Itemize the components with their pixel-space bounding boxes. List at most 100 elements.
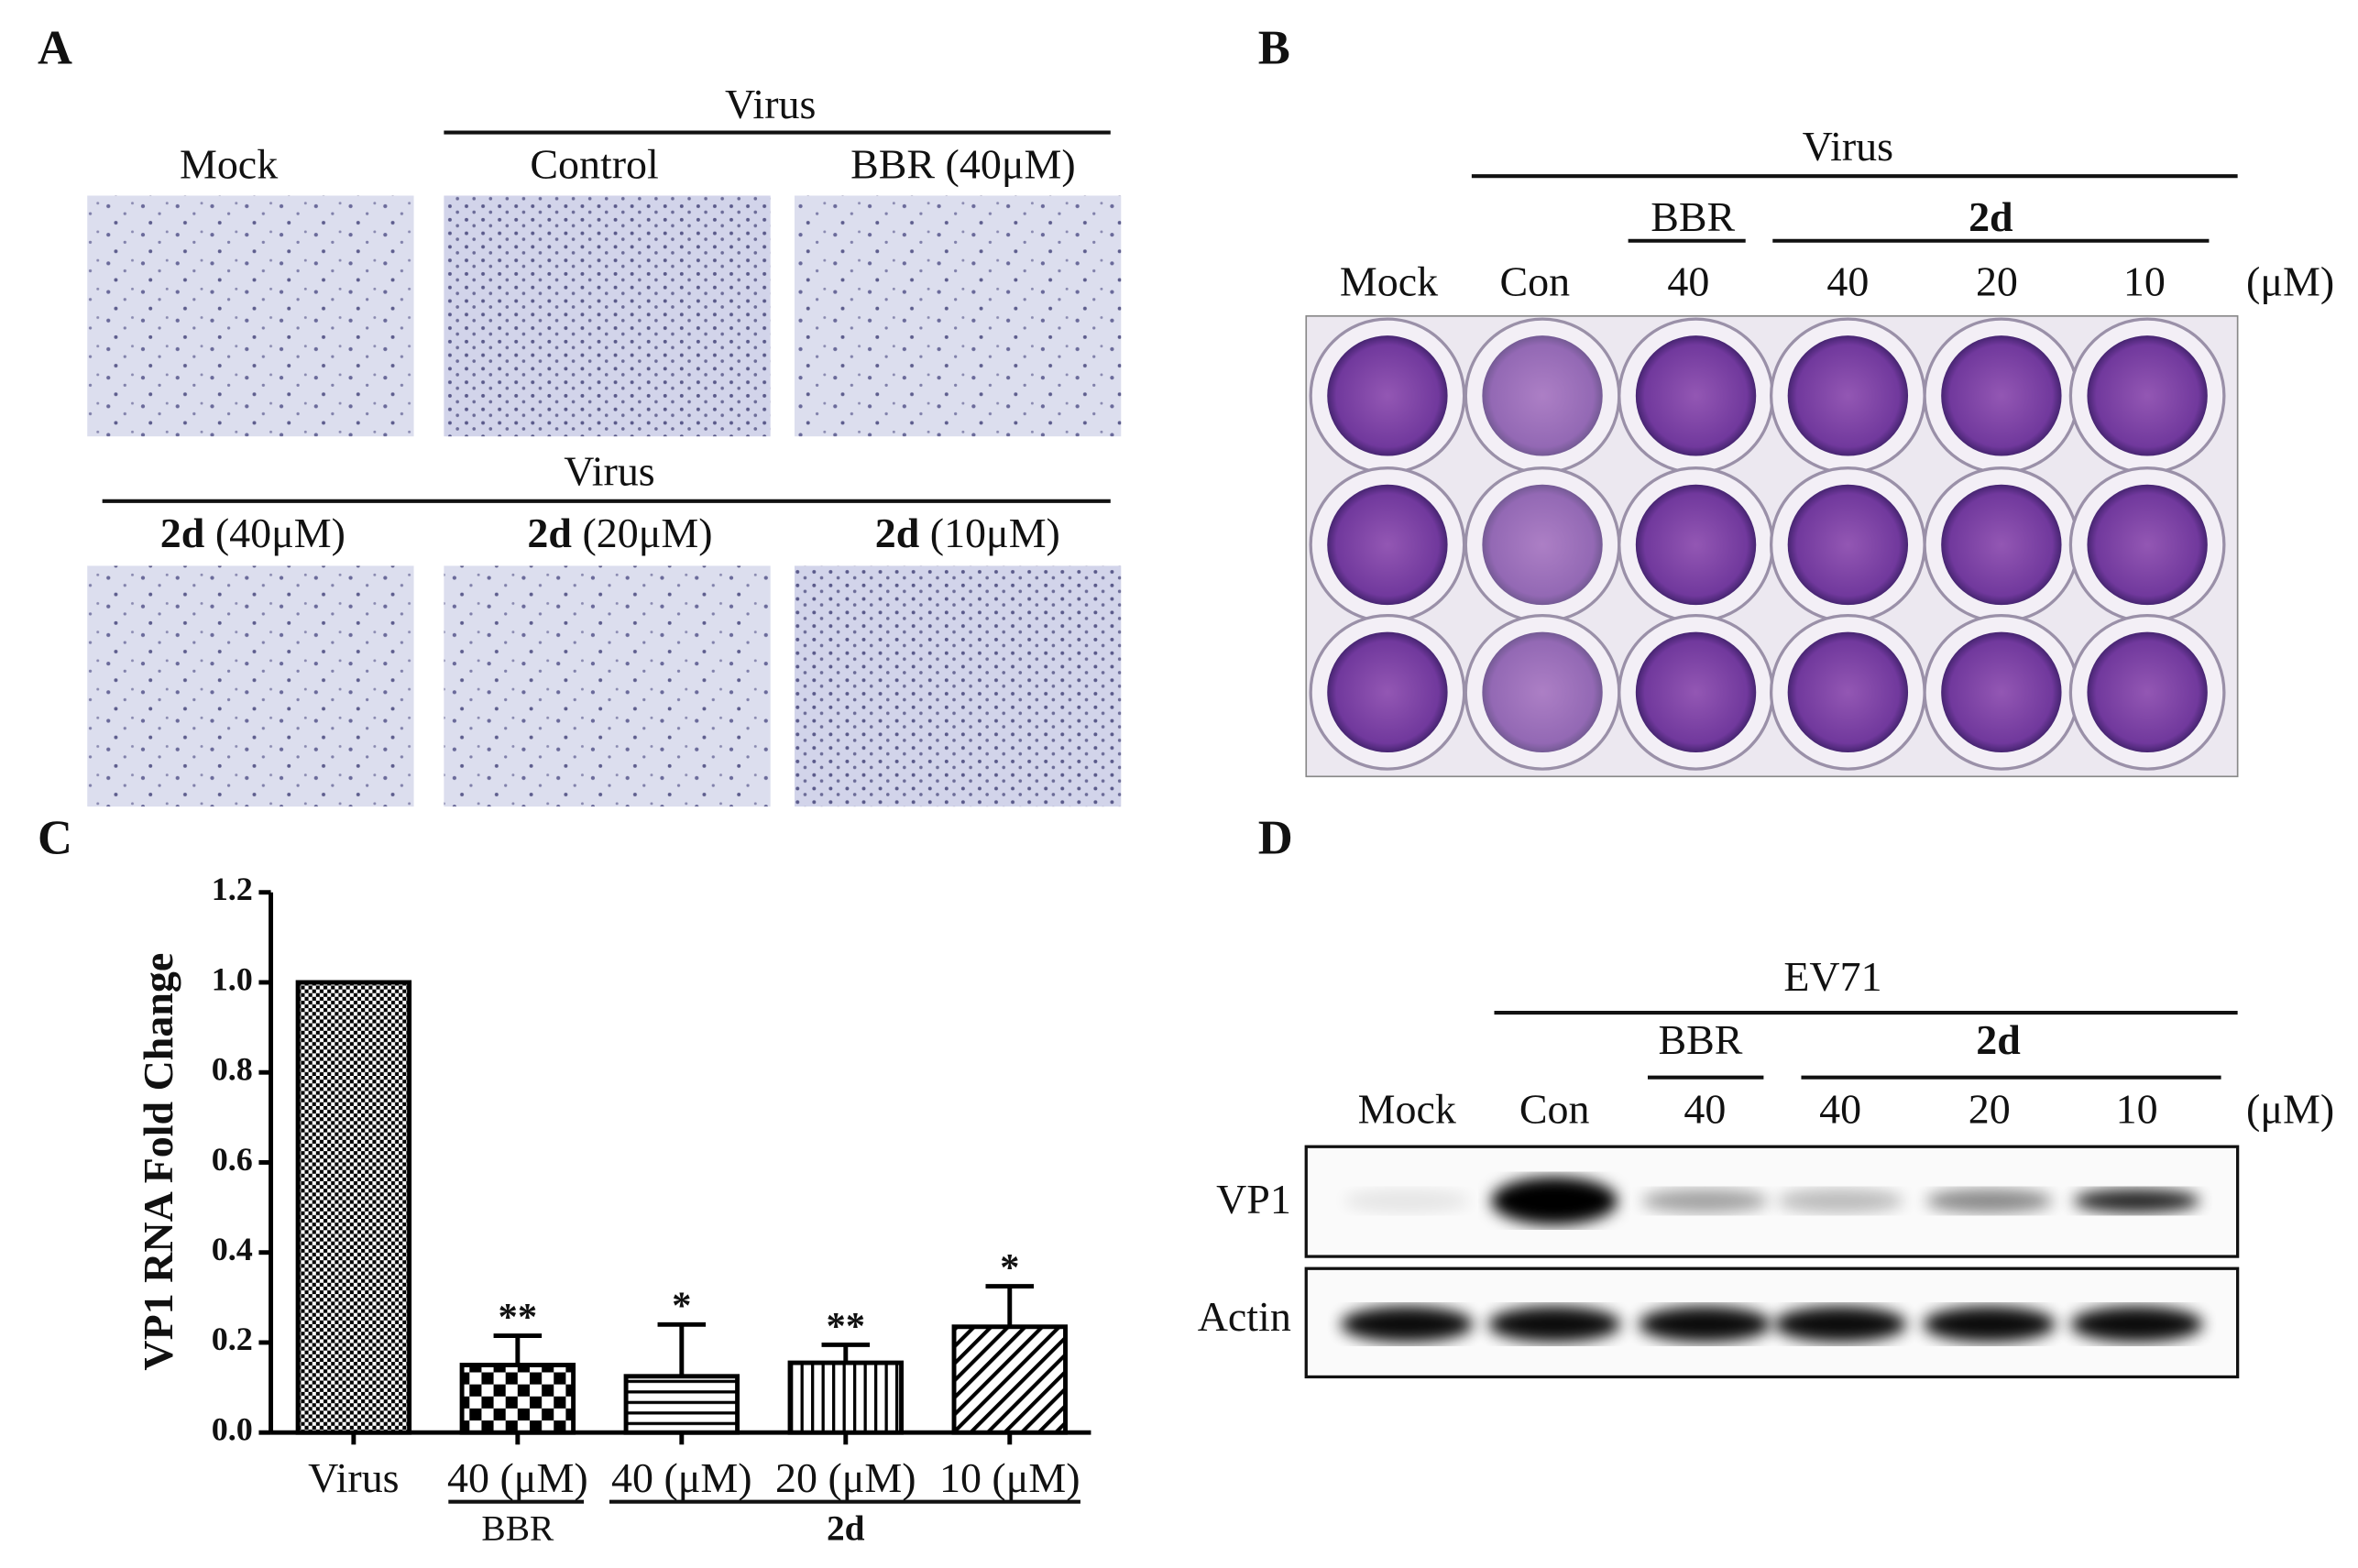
column-label: 40: [1684, 1086, 1726, 1133]
label: 2d (10μM): [875, 510, 1060, 556]
micrograph: [444, 195, 771, 437]
compound: 2d: [527, 510, 572, 556]
micrograph: [794, 195, 1122, 437]
well: [1787, 631, 1909, 753]
bands: [1341, 1177, 2203, 1343]
group-label: Virus: [564, 447, 654, 494]
band: [1641, 1189, 1769, 1213]
dose: (20μM): [582, 510, 712, 556]
band: [1777, 1189, 1904, 1213]
band: [2070, 1306, 2203, 1343]
significance: *: [1000, 1246, 1019, 1289]
well: [1327, 484, 1448, 606]
band: [1773, 1306, 1907, 1343]
label: Mock: [180, 140, 278, 187]
label: 2d (40μM): [160, 510, 345, 556]
bar: [459, 1363, 576, 1435]
group-label: BBR: [1658, 1016, 1742, 1063]
column-label: 20: [1976, 258, 2018, 305]
panel-label: D: [1258, 812, 1293, 865]
group-label: Virus: [1803, 123, 1893, 170]
column-label: Mock: [1340, 258, 1438, 305]
y-tick-label: 0.2: [212, 1321, 253, 1357]
band: [2073, 1189, 2200, 1213]
group-label: 2d: [827, 1508, 865, 1549]
well: [2087, 631, 2208, 753]
column-label: 10: [2123, 258, 2166, 305]
panel-label: C: [38, 812, 72, 865]
column-label: 40: [1819, 1086, 1861, 1133]
well: [1482, 335, 1603, 456]
y-tick-label: 0.0: [212, 1410, 253, 1447]
band: [1491, 1177, 1618, 1225]
well: [1327, 335, 1448, 456]
group-lines: [102, 130, 2238, 1504]
well: [1941, 335, 2062, 456]
bar: [951, 1324, 1068, 1435]
compound: 2d: [875, 510, 920, 556]
group-label: BBR: [481, 1508, 554, 1549]
layout: [87, 130, 2240, 1504]
x-tick-label: 40 (μM): [611, 1454, 752, 1501]
column-label: 10: [2116, 1086, 2158, 1133]
unit-label: (μM): [2246, 1086, 2334, 1133]
group-label: EV71: [1783, 953, 1881, 1000]
column-label: 20: [1969, 1086, 2011, 1133]
column-label: 40: [1667, 258, 1709, 305]
error-bar: [657, 1321, 707, 1376]
column-label: Con: [1500, 258, 1571, 305]
x-tick-label: 40 (μM): [447, 1454, 588, 1501]
column-label: Mock: [1358, 1086, 1456, 1133]
well: [1787, 335, 1909, 456]
well: [1482, 631, 1603, 753]
wells: [1309, 317, 2226, 771]
well: [1635, 484, 1757, 606]
y-tick-label: 0.6: [212, 1141, 253, 1178]
panel-label: A: [38, 22, 72, 75]
panel-label: B: [1258, 22, 1290, 75]
band: [1344, 1189, 1471, 1213]
group-label: Virus: [725, 81, 816, 127]
compound: 2d: [160, 510, 205, 556]
significance: *: [672, 1285, 691, 1328]
y-axis-label: VP1 RNA Fold Change: [135, 953, 181, 1371]
error-bar: [821, 1342, 871, 1364]
micrograph: [444, 565, 771, 807]
band: [1341, 1306, 1474, 1343]
dose: (10μM): [930, 510, 1060, 556]
error-bar: [493, 1333, 543, 1365]
band: [1923, 1306, 2056, 1343]
band: [1925, 1189, 2053, 1213]
significance: **: [826, 1305, 865, 1348]
well: [1941, 631, 2062, 753]
band: [1487, 1306, 1621, 1343]
bar: [787, 1360, 905, 1435]
bar: [295, 980, 412, 1435]
row-label: VP1: [1216, 1176, 1291, 1223]
x-tick-label: 20 (μM): [775, 1454, 916, 1501]
significance: **: [499, 1296, 538, 1339]
x-tick-label: 10 (μM): [939, 1454, 1080, 1501]
dose: (40μM): [215, 510, 345, 556]
row-label: Actin: [1198, 1293, 1291, 1340]
error-bar: [985, 1284, 1035, 1327]
unit-label: (μM): [2246, 258, 2334, 305]
well: [1635, 631, 1757, 753]
micrograph: [87, 195, 414, 437]
micrograph: [794, 565, 1122, 807]
x-tick-label: Virus: [308, 1454, 399, 1501]
column-label: Con: [1519, 1086, 1590, 1133]
y-tick-label: 0.8: [212, 1051, 253, 1088]
label: 2d (20μM): [527, 510, 712, 556]
well: [1941, 484, 2062, 606]
group-label: 2d: [1976, 1016, 2021, 1063]
bar: [623, 1374, 740, 1435]
well: [2087, 335, 2208, 456]
group-label: 2d: [1969, 193, 2013, 240]
y-tick-label: 1.2: [212, 871, 253, 907]
well: [2087, 484, 2208, 606]
micrograph: [87, 565, 414, 807]
label: Control: [530, 140, 658, 187]
y-tick-label: 1.0: [212, 960, 253, 997]
